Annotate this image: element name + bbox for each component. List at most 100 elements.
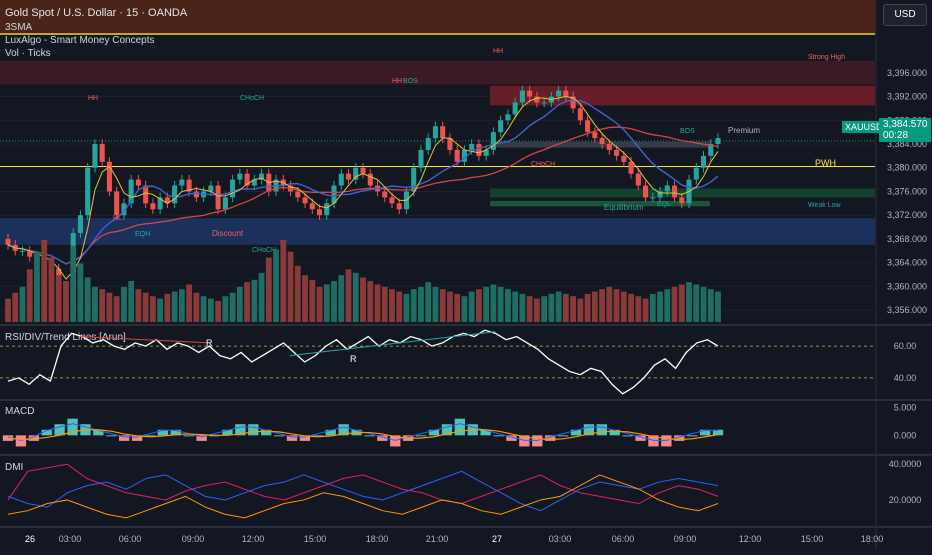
smc-annotation: Strong High xyxy=(808,54,845,61)
volume-bar xyxy=(374,284,381,322)
candle-body xyxy=(519,90,525,103)
last-price-value: 3,384.570 xyxy=(883,119,928,130)
volume-bar xyxy=(84,277,91,322)
candle-body xyxy=(411,167,417,192)
indicator-label-smc[interactable]: LuxAlgo - Smart Money Concepts xyxy=(5,35,155,46)
smc-annotation: Equilibrium xyxy=(604,203,644,212)
time-axis-tick-label: 15:00 xyxy=(304,534,327,544)
candle-body xyxy=(396,203,402,210)
currency-button[interactable]: USD xyxy=(883,4,927,26)
sma-mid-line xyxy=(7,99,719,265)
candle-body xyxy=(208,185,214,192)
macd-histogram-bar xyxy=(299,435,311,441)
candle-body xyxy=(121,203,127,216)
volume-bar xyxy=(164,293,171,322)
macd-axis-tick-label: 0.000 xyxy=(894,430,917,440)
volume-bar xyxy=(207,298,214,322)
candle-body xyxy=(367,173,373,186)
volume-bar xyxy=(265,257,272,322)
macd-histogram-bar xyxy=(286,435,298,441)
candle-body xyxy=(614,149,620,156)
time-axis-tick-label: 12:00 xyxy=(739,534,762,544)
candle-body xyxy=(128,179,134,204)
smc-annotation: Weak Low xyxy=(808,202,841,209)
candle-body xyxy=(302,197,308,204)
volume-bar xyxy=(157,298,164,322)
volume-bar xyxy=(425,282,432,322)
volume-bar xyxy=(48,257,55,322)
volume-bar xyxy=(584,293,591,322)
volume-bar xyxy=(367,281,374,322)
volume-bar xyxy=(483,286,490,322)
demand-zone-inner xyxy=(490,200,710,207)
price-axis-tick-label: 3,380.000 xyxy=(887,163,927,173)
time-axis-tick-label: 21:00 xyxy=(426,534,449,544)
volume-bar xyxy=(678,284,685,322)
candle-body xyxy=(382,191,388,198)
demand-zone xyxy=(490,188,875,198)
last-price-tag: 3,384.570 00:28 xyxy=(879,118,931,142)
supply-zone xyxy=(490,85,875,106)
candle-body xyxy=(708,144,714,156)
smc-annotation: BOS xyxy=(680,128,695,135)
smc-annotation: EQH xyxy=(135,231,150,238)
volume-bar xyxy=(526,296,533,322)
time-axis-tick-label: 15:00 xyxy=(801,534,824,544)
candle-body xyxy=(27,250,33,257)
indicator-label-volume[interactable]: Vol · Ticks xyxy=(5,48,51,59)
indicator-label-sma[interactable]: 3SMA xyxy=(5,22,33,33)
smc-annotation: BOS xyxy=(403,78,418,85)
volume-bar xyxy=(142,292,149,322)
macd-histogram-bar xyxy=(157,429,169,436)
macd-histogram-bar xyxy=(622,435,633,437)
dmi-minus-line xyxy=(7,470,719,512)
volume-bar xyxy=(352,272,359,322)
volume-bar xyxy=(55,275,62,322)
volume-bar xyxy=(570,296,576,322)
candle-body xyxy=(251,179,257,186)
volume-bar xyxy=(403,293,410,322)
volume-bar xyxy=(476,289,482,322)
price-axis-tick-label: 3,360.000 xyxy=(887,281,927,291)
macd-histogram-bar xyxy=(506,435,517,441)
volume-bar xyxy=(461,296,468,322)
volume-bar xyxy=(215,300,221,322)
candle-body xyxy=(295,191,301,198)
candle-body xyxy=(135,179,141,186)
candle-body xyxy=(490,132,496,150)
volume-bar xyxy=(447,291,453,322)
candle-body xyxy=(606,144,612,150)
volume-bar xyxy=(331,281,337,322)
volume-bar xyxy=(171,291,178,322)
time-axis-tick-label: 12:00 xyxy=(242,534,265,544)
smc-annotation: CHoCH xyxy=(531,161,555,168)
price-axis-tick-label: 3,356.000 xyxy=(887,305,927,315)
volume-bar xyxy=(128,281,135,322)
adx-line xyxy=(7,474,719,519)
chart-title[interactable]: Gold Spot / U.S. Dollar · 15 · OANDA xyxy=(5,7,188,19)
macd-histogram-bar xyxy=(222,429,233,436)
volume-bar xyxy=(693,284,700,322)
volume-bar xyxy=(273,249,279,322)
rsi-line xyxy=(7,329,719,395)
volume-bar xyxy=(562,293,569,322)
time-axis-tick-label: 06:00 xyxy=(119,534,142,544)
volume-bar xyxy=(12,292,19,322)
volume-bar xyxy=(106,292,113,322)
macd-histogram-bar xyxy=(454,418,465,436)
candle-body xyxy=(389,197,395,204)
candle-body xyxy=(664,185,670,192)
volume-bar xyxy=(533,298,540,322)
pwh-label: PWH xyxy=(815,158,836,168)
volume-bar xyxy=(193,292,200,322)
volume-bar xyxy=(244,282,250,322)
volume-bar xyxy=(432,286,439,322)
volume-bar xyxy=(381,286,388,322)
macd-histogram-bar xyxy=(480,429,491,436)
time-axis-tick-label: 09:00 xyxy=(674,534,697,544)
candle-body xyxy=(643,185,649,198)
volume-bar xyxy=(135,289,142,322)
rsi-axis-tick-label: 40.00 xyxy=(894,373,917,383)
